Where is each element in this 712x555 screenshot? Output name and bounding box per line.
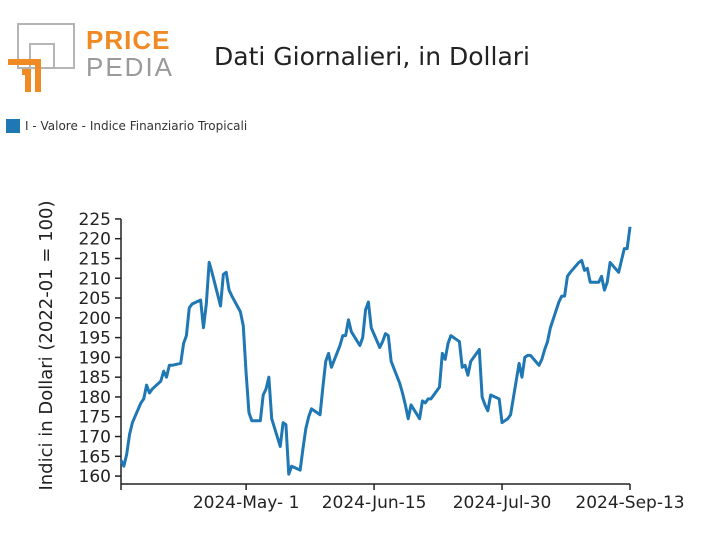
y-tick-label: 160	[79, 467, 111, 487]
y-axis: 1601651701751801851901952002052102152202…	[79, 210, 122, 487]
x-tick-label: 2024-Jul-30	[453, 493, 552, 513]
series-line	[119, 226, 632, 476]
legend-swatch	[6, 119, 20, 133]
logo-mark	[8, 23, 75, 92]
y-axis-label: Indici in Dollari (2022-01 = 100)	[36, 200, 57, 490]
y-tick-label: 175	[79, 408, 111, 428]
legend[interactable]: I - Valore - Indice Finanziario Tropical…	[6, 119, 247, 133]
x-tick-label: 2024-May- 1	[193, 493, 300, 513]
y-tick-label: 210	[79, 269, 111, 289]
y-tick-label: 165	[79, 447, 111, 467]
y-tick-label: 170	[79, 428, 111, 448]
legend-label: I - Valore - Indice Finanziario Tropical…	[25, 119, 248, 133]
y-tick-label: 215	[79, 249, 111, 269]
x-axis: 2024-May- 1 2024-Jun-15 2024-Jul-30 2024-Se…	[120, 483, 685, 513]
y-tick-label: 220	[79, 230, 111, 250]
y-tick-label: 205	[79, 289, 111, 309]
pricepedia-logo: PRICE PEDIA	[8, 22, 172, 92]
x-tick-label: 2024-Sep-13	[575, 493, 684, 513]
logo-text-pedia: PEDIA	[86, 52, 175, 82]
y-tick-label: 180	[79, 388, 111, 408]
y-tick-label: 225	[79, 210, 111, 230]
logo-text-price: PRICE	[86, 25, 171, 55]
y-tick-label: 200	[79, 309, 111, 329]
chart-title: Dati Giornalieri, in Dollari	[214, 42, 530, 71]
y-tick-label: 185	[79, 368, 111, 388]
y-tick-label: 190	[79, 348, 111, 368]
x-tick-label: 2024-Jun-15	[322, 493, 427, 513]
y-tick-label: 195	[79, 329, 111, 349]
